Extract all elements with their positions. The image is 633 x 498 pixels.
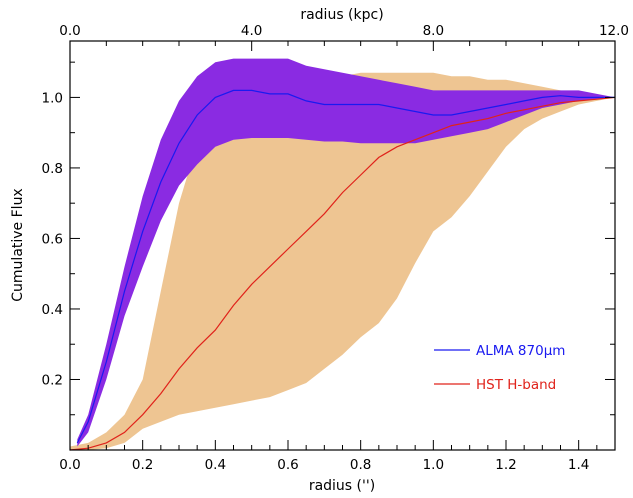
- top-x-axis-title: radius (kpc): [300, 7, 383, 23]
- x-tick-label: 1.0: [423, 457, 444, 473]
- x-tick-label: 0.0: [59, 457, 80, 473]
- x-tick-label: 1.2: [495, 457, 516, 473]
- band-series-1: [77, 58, 616, 447]
- top-x-tick-label: 8.0: [423, 23, 444, 39]
- axis-tick-labels: 0.0 0.2 0.4 0.6 0.8 1.0 1.2 1.4 0.0 4.0 8.0 12.0 0.2…: [42, 23, 629, 473]
- y-tick-label: 0.6: [42, 231, 63, 247]
- series-lines: [69, 89, 616, 451]
- top-x-tick-label: 4.0: [241, 23, 262, 39]
- x-tick-label: 1.4: [568, 457, 589, 473]
- legend-label-alma: ALMA 870μm: [476, 343, 565, 359]
- legend: ALMA 870μm HST H-band: [434, 343, 565, 393]
- legend-label-hst: HST H-band: [476, 377, 556, 393]
- x-tick-label: 0.4: [205, 457, 226, 473]
- x-axis-title: radius (''): [309, 478, 375, 494]
- y-tick-label: 0.4: [42, 302, 63, 318]
- band-series-0: [70, 72, 615, 450]
- x-tick-label: 0.8: [350, 457, 371, 473]
- x-tick-label: 0.2: [132, 457, 153, 473]
- top-x-tick-label: 0.0: [59, 23, 80, 39]
- y-axis-title: Cumulative Flux: [10, 188, 26, 301]
- y-tick-label: 0.8: [42, 161, 63, 177]
- line-series-1: [76, 89, 615, 444]
- axis-ticks: [69, 41, 616, 450]
- x-tick-label: 0.6: [277, 457, 298, 473]
- y-tick-label: 0.2: [42, 372, 63, 388]
- uncertainty-bands: [70, 58, 616, 450]
- top-x-tick-label: 12.0: [599, 23, 629, 39]
- y-tick-label: 1.0: [42, 90, 63, 106]
- line-series-0: [69, 96, 616, 451]
